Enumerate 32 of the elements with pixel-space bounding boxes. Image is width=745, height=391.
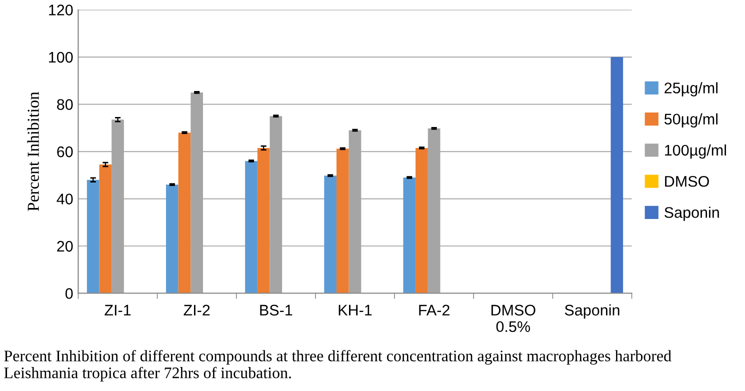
bar — [178, 132, 191, 294]
y-tick-label: 60 — [57, 146, 73, 158]
bar — [416, 148, 428, 294]
y-axis-title: Percent Inhibition — [27, 92, 39, 211]
bar — [99, 164, 112, 294]
x-tick-label: KH-1 — [338, 304, 372, 316]
y-tick-label: 120 — [49, 4, 73, 16]
x-tick-label: ZI-2 — [184, 304, 210, 316]
bar — [166, 184, 178, 294]
x-tick-label: ZI-1 — [104, 304, 131, 316]
legend-label: 25µg/ml — [664, 82, 718, 96]
bar — [86, 180, 100, 294]
legend-label: Saponin — [664, 206, 719, 221]
bar — [257, 148, 270, 294]
x-tick-label: DMSO 0.5% — [491, 304, 536, 332]
legend-label: 50µg/ml — [664, 113, 718, 128]
y-tick-label: 20 — [57, 240, 73, 252]
x-tick-label: FA-2 — [419, 304, 450, 316]
y-tick-label: 40 — [56, 194, 73, 204]
bar — [245, 160, 258, 294]
x-tick-label: Saponin — [564, 304, 620, 319]
y-tick-label: 80 — [57, 99, 73, 110]
x-tick-label: BS-1 — [260, 304, 292, 316]
text: Percent Inhibition of different compounds at three different concentration against macrophages harbored Leishmania tropica after 72hrs of incubation. — [4, 350, 672, 382]
bar — [610, 57, 624, 294]
bar — [324, 176, 336, 294]
legend-label: DMSO — [665, 176, 709, 187]
bar — [403, 178, 416, 294]
y-tick-label: 100 — [49, 52, 73, 63]
bar — [336, 148, 349, 294]
y-tick-label: 0 — [65, 288, 73, 299]
legend-label: 100µg/ml — [665, 144, 726, 159]
